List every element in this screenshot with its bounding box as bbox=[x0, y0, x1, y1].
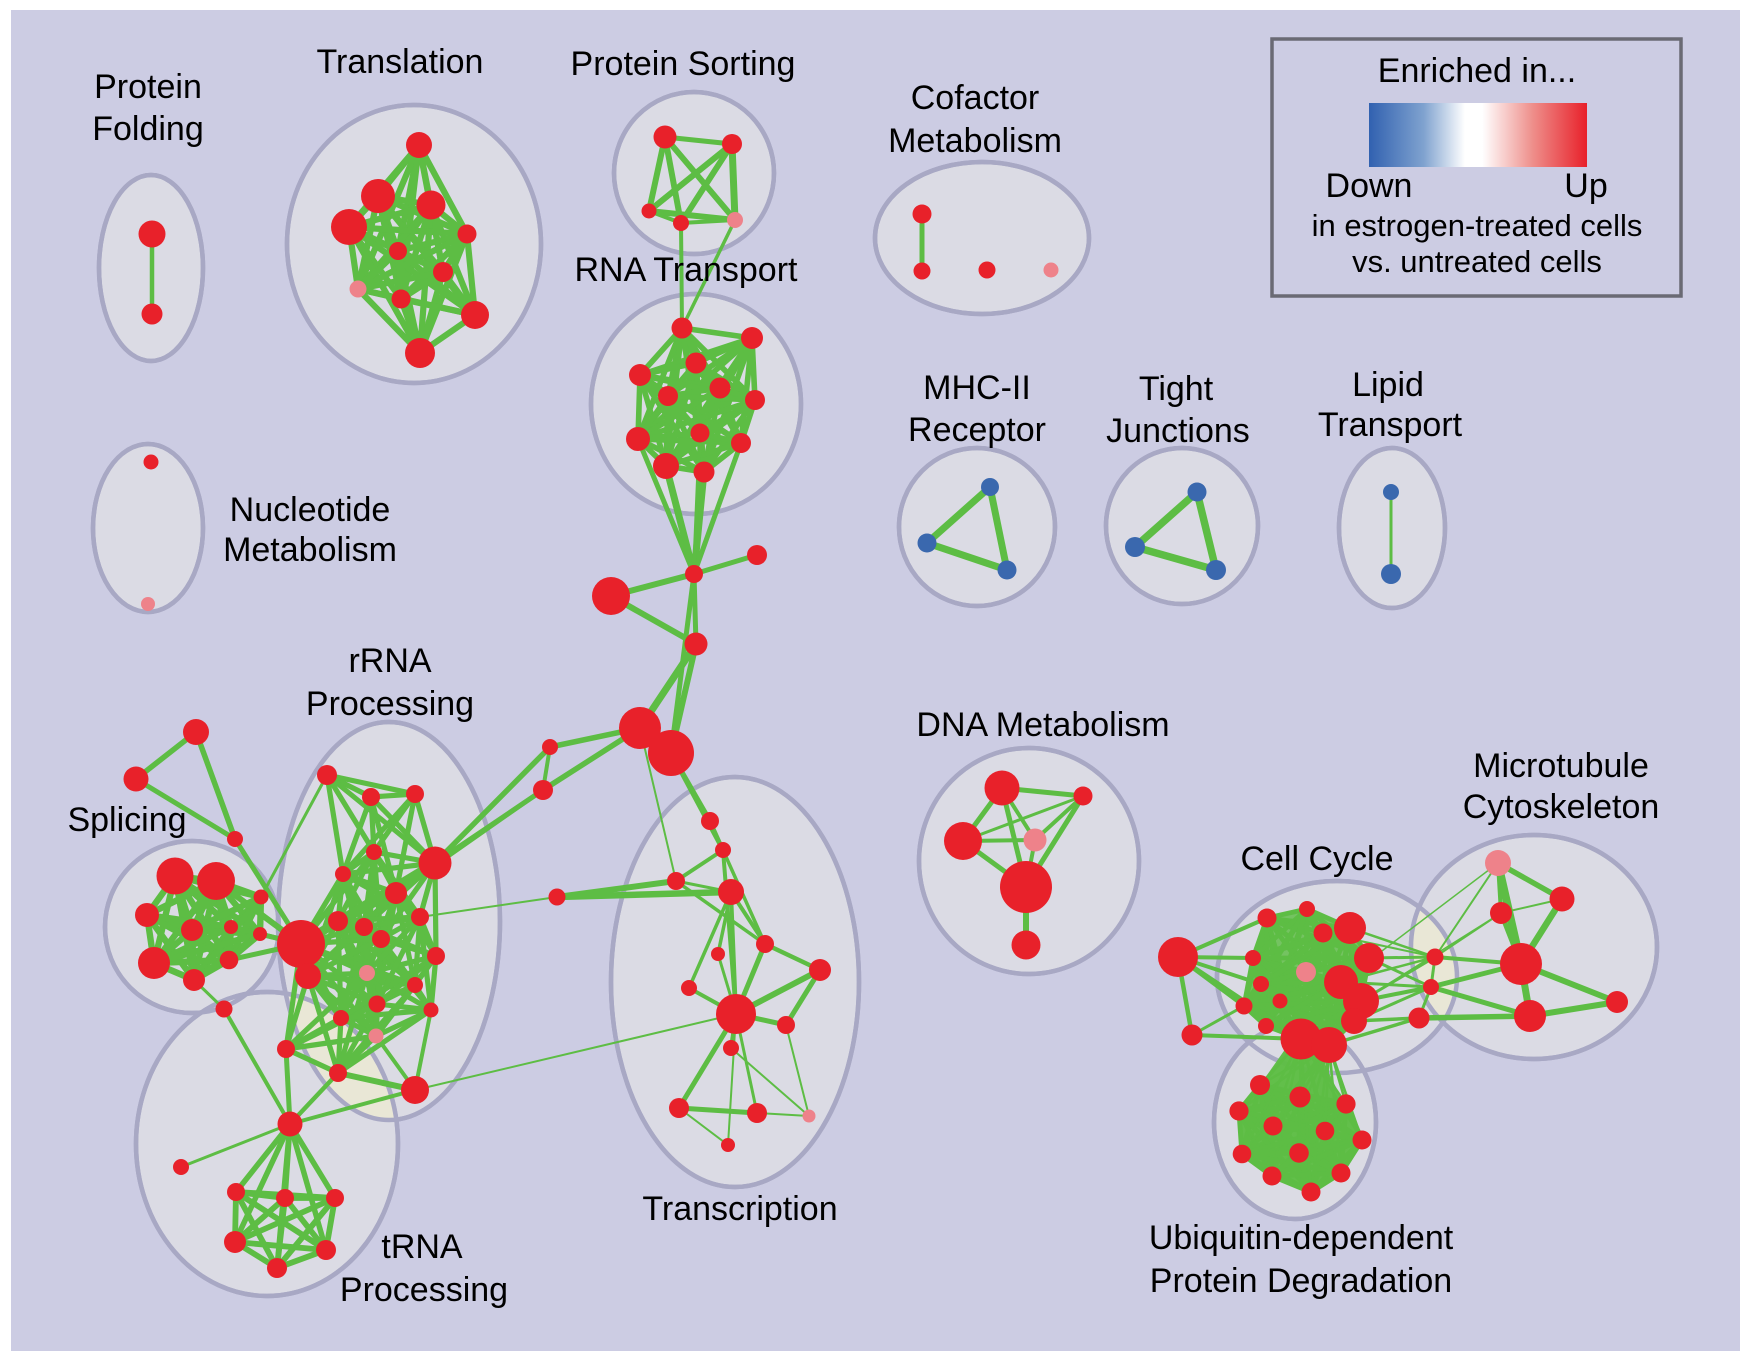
svg-text:Cytoskeleton: Cytoskeleton bbox=[1463, 788, 1660, 826]
svg-text:Microtubule: Microtubule bbox=[1473, 747, 1649, 785]
svg-text:Cofactor: Cofactor bbox=[911, 79, 1040, 117]
svg-text:Protein Degradation: Protein Degradation bbox=[1150, 1262, 1452, 1300]
svg-text:tRNA: tRNA bbox=[381, 1228, 463, 1266]
svg-text:Processing: Processing bbox=[340, 1271, 508, 1309]
svg-text:Folding: Folding bbox=[92, 110, 204, 148]
svg-text:Protein Sorting: Protein Sorting bbox=[571, 45, 796, 83]
svg-text:Metabolism: Metabolism bbox=[888, 122, 1062, 160]
svg-text:DNA Metabolism: DNA Metabolism bbox=[916, 706, 1169, 744]
svg-text:Tight: Tight bbox=[1139, 370, 1214, 408]
svg-text:Up: Up bbox=[1564, 167, 1607, 205]
svg-text:in estrogen-treated cells: in estrogen-treated cells bbox=[1312, 208, 1643, 243]
svg-text:Protein: Protein bbox=[94, 68, 202, 106]
svg-text:Lipid: Lipid bbox=[1352, 366, 1424, 404]
svg-text:Receptor: Receptor bbox=[908, 411, 1046, 449]
svg-text:Ubiquitin-dependent: Ubiquitin-dependent bbox=[1149, 1219, 1454, 1257]
svg-text:Down: Down bbox=[1326, 167, 1413, 205]
svg-text:Transcription: Transcription bbox=[642, 1190, 837, 1228]
svg-text:RNA Transport: RNA Transport bbox=[575, 251, 799, 289]
svg-text:rRNA: rRNA bbox=[348, 642, 431, 680]
svg-text:Enriched in...: Enriched in... bbox=[1378, 52, 1576, 90]
svg-text:Translation: Translation bbox=[317, 43, 484, 81]
svg-text:Nucleotide: Nucleotide bbox=[230, 491, 391, 529]
svg-text:vs. untreated cells: vs. untreated cells bbox=[1352, 244, 1602, 279]
svg-text:Junctions: Junctions bbox=[1106, 412, 1250, 450]
svg-text:Cell Cycle: Cell Cycle bbox=[1240, 840, 1393, 878]
svg-text:Metabolism: Metabolism bbox=[223, 531, 397, 569]
svg-text:MHC-II: MHC-II bbox=[923, 369, 1031, 407]
svg-text:Splicing: Splicing bbox=[67, 801, 186, 839]
svg-text:Transport: Transport bbox=[1318, 406, 1463, 444]
svg-text:Processing: Processing bbox=[306, 685, 474, 723]
